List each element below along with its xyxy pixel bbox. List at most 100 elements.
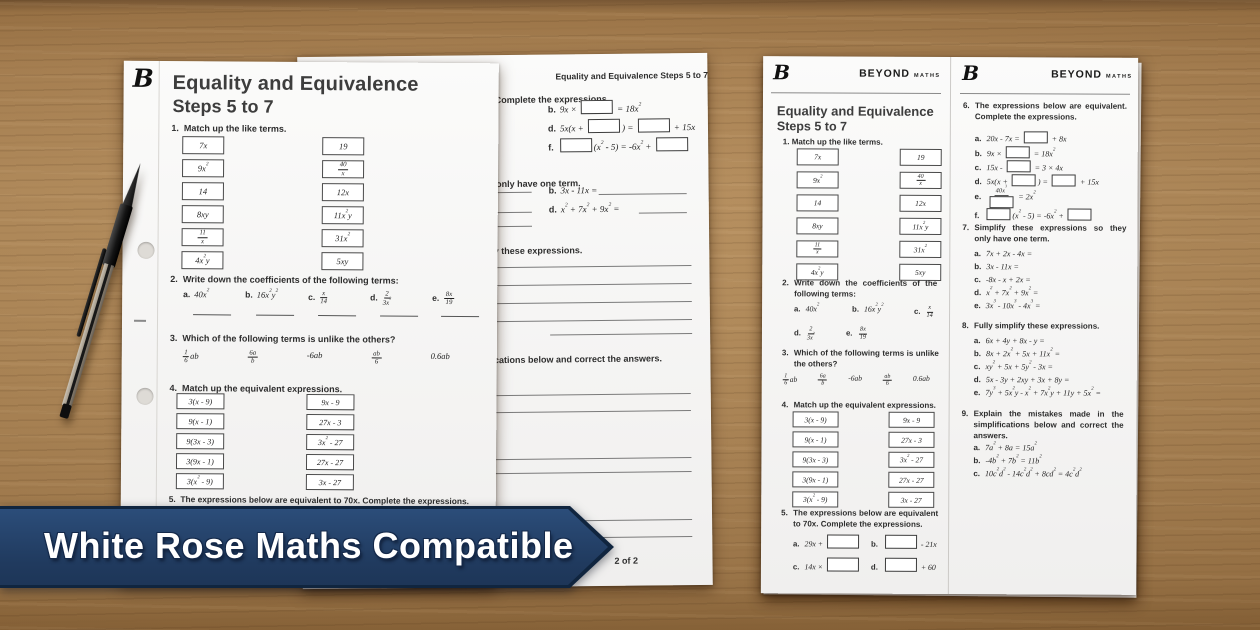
pen-end-plug: [58, 402, 72, 419]
term-box: 8xy: [796, 217, 839, 235]
q8-label: Fully simplify these expressions.: [973, 321, 1100, 331]
list-item: c. 15x - = 3 × 4x: [975, 160, 1063, 172]
list-item: e. 3x3 - 10x3 - 4x3 =: [974, 299, 1041, 311]
term-box: 9x2: [796, 171, 839, 189]
list-item: d. 5x - 3y + 2xy + 3x + 8y =: [973, 375, 1070, 385]
list-item: c. xy2 + 5x + 5y2 - 3x =: [973, 360, 1053, 372]
worksheet-title: Equality and Equivalence: [172, 72, 419, 96]
q5-label: The expressions below are equivalent to …: [793, 508, 939, 529]
answer-line: [380, 315, 419, 317]
answer-line: [638, 212, 687, 214]
answer-line: [441, 315, 480, 318]
expression-box: 3x - 27: [888, 491, 935, 508]
page-divider: [947, 57, 952, 594]
expression-box: 27x - 3: [306, 413, 355, 431]
q4-right-expressions: 9x - 9 27x - 3 3x2 - 27 27x - 27 3x - 27: [305, 393, 355, 494]
beyond-brand: BEYOND MATHS: [859, 67, 941, 80]
answer-line: [598, 193, 687, 196]
term-box: 19: [899, 148, 942, 166]
punch-hole: [136, 387, 154, 405]
q5-num: 5.: [781, 508, 788, 518]
list-item: b. 9x × = 18x2: [974, 146, 1056, 159]
term-box: 31x2: [321, 229, 364, 248]
q4-num: 4.: [781, 400, 789, 410]
expression-box: 3(x2 - 9): [792, 491, 839, 508]
margin-dash: [134, 319, 147, 322]
beyond-brand: BEYOND MATHS: [1051, 68, 1133, 81]
q1-label: 1. Match up the like terms.: [171, 123, 287, 134]
q1-left-terms: 7x 9x2 14 8xy 11 x 4x2y: [181, 136, 225, 274]
q4-label: Match up the equivalent expressions.: [793, 400, 936, 410]
expression-box: 9(x - 1): [176, 413, 225, 430]
term: 6a b: [247, 349, 258, 365]
q9-num: 9.: [961, 409, 969, 419]
expression-box: 3x - 27: [305, 473, 354, 491]
term-box: 40 x: [322, 160, 365, 179]
expression-box: 3(x2 - 9): [175, 473, 224, 490]
list-item: e. 7y3 + 5x2y - x2 + 7x2y + 11y + 5x2 =: [973, 386, 1101, 398]
list-item: a. 20x - 7x = + 8x: [975, 131, 1067, 144]
beyond-logo-icon: B: [962, 61, 980, 86]
term: 6a b: [818, 373, 828, 387]
beyond-logo-icon: B: [773, 60, 791, 85]
list-item: e. 40x3 = 2x2: [975, 185, 1036, 209]
list-item: a. 40x2: [183, 287, 210, 300]
q8-num: 8.: [961, 321, 969, 331]
list-item: c. x 14: [914, 303, 933, 319]
term-box: 11 x: [181, 228, 224, 247]
white-rose-banner: White Rose Maths Compatible: [0, 506, 616, 588]
q9-label: Explain the mistakes made in the simplif…: [973, 409, 1124, 440]
expression-box: 9(x - 1): [792, 431, 839, 448]
q4-left-expressions: 3(x - 9) 9(x - 1) 9(3x - 3) 3(9x - 1) 3(x2 -…: [792, 411, 839, 511]
list-item: b. 3x - 11x =: [974, 262, 1019, 272]
q7-num: 7.: [962, 223, 970, 233]
list-item: b. -4b2 + 7b2 = 11b2: [973, 454, 1042, 466]
page2-q7-item: d. x2 + 7x2 + 9x2 =: [548, 201, 620, 215]
list-item: d. 5x(x + ) = + 15x: [975, 174, 1099, 187]
expression-box: 3(9x - 1): [792, 471, 839, 488]
expression-box: 3(x - 9): [176, 393, 225, 410]
term-box: 7x: [182, 136, 225, 155]
list-item: d. + 60: [871, 557, 949, 572]
term-box: 11x2y: [321, 206, 364, 225]
term-box: 11x2y: [899, 217, 942, 235]
term-box: 19: [322, 137, 365, 156]
expression-box: 9x - 9: [306, 393, 355, 411]
term: 0.6ab: [430, 350, 450, 361]
list-item: c. 10c2d2 - 14c2d2 + 8cd2 = 4c2d2: [973, 467, 1082, 479]
expression-box: 27x - 3: [888, 431, 935, 448]
expression-box: 9(3x - 3): [792, 451, 839, 468]
list-item: e. 8x 19: [845, 325, 868, 341]
term: 1 6 ab: [782, 373, 798, 387]
list-item: b. - 21x: [871, 534, 949, 549]
answer-line: [318, 315, 357, 317]
q1-left-terms: 7x 9x2 14 8xy 11 x 4x2y: [796, 148, 839, 286]
expression-box: 3x2 - 27: [306, 433, 355, 451]
term-box: 7x: [796, 148, 839, 166]
term: ab 6: [882, 373, 892, 388]
term-box: 9x2: [182, 159, 225, 178]
term-box: 14: [181, 182, 224, 201]
page2-q6-item: b. 9x × = 18x2: [547, 99, 642, 115]
q5-label: 5. The expressions below are equivalent …: [168, 494, 470, 507]
list-item: b. 16x2y2: [245, 287, 279, 300]
q3-label: Which of the following terms is unlike t…: [793, 348, 939, 369]
pack-title: Equality and Equivalence: [776, 103, 934, 119]
list-item: b. 8x + 2x2 + 5x + 11x2 =: [973, 347, 1061, 359]
banner-text: White Rose Maths Compatible: [44, 525, 574, 566]
q1-right-terms: 19 40 x 12x 11x2y 31x2 5xy: [899, 148, 942, 287]
list-item: d. 2 3x3: [793, 325, 815, 342]
term-box: 5xy: [321, 252, 364, 271]
expression-box: 27x - 27: [888, 471, 935, 488]
page2-q6-item: f. (x2 - 5) = -6x2 +: [548, 137, 690, 153]
q3-terms: 1 6 ab 6a b -6ab ab 6 0.6ab: [782, 373, 930, 387]
q3-terms: 1 6 ab 6a b -6ab ab 6 0.6ab: [182, 349, 450, 366]
banner-fill: [0, 509, 608, 585]
q3-num: 3.: [781, 348, 789, 358]
expression-box: 9(3x - 3): [176, 433, 225, 450]
list-item: b. 16x2y2: [852, 302, 884, 314]
list-item: d. x2 + 7x2 + 9x2 =: [974, 286, 1039, 298]
term: -6ab: [848, 373, 862, 383]
term-box: 12x: [899, 194, 942, 212]
list-item: c. -8x - x + 2x =: [974, 275, 1031, 285]
